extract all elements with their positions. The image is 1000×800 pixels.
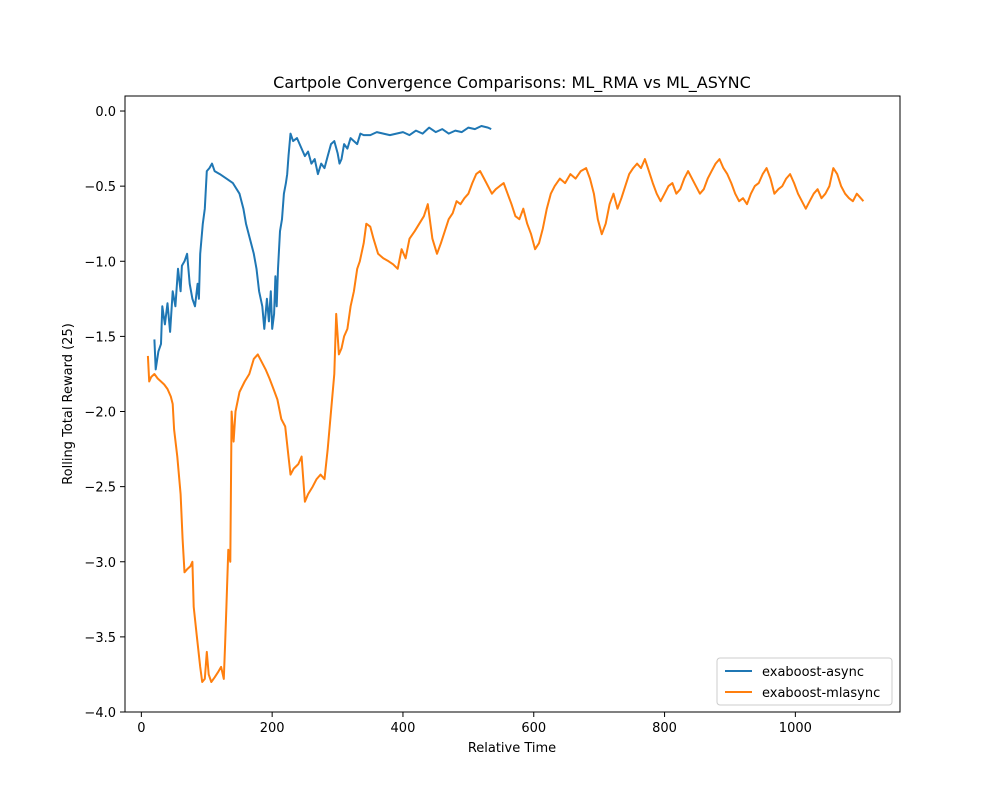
x-axis-label: Relative Time bbox=[468, 741, 556, 756]
y-tick-label: −2.5 bbox=[84, 481, 116, 496]
y-tick-label: −0.5 bbox=[84, 180, 116, 195]
legend-box bbox=[716, 657, 893, 706]
x-axis: 0 200 400 600 800 1000 bbox=[137, 712, 812, 736]
y-tick-label: −4.0 bbox=[84, 706, 116, 721]
legend: exaboost-async exaboost-mlasync bbox=[716, 657, 893, 706]
y-tick-label: −1.5 bbox=[84, 330, 116, 345]
x-tick-label: 200 bbox=[260, 721, 285, 736]
x-tick-label: 600 bbox=[521, 721, 546, 736]
legend-label-exaboost-mlasync: exaboost-mlasync bbox=[762, 686, 880, 701]
chart-title: Cartpole Convergence Comparisons: ML_RMA… bbox=[273, 73, 751, 93]
y-tick-label: −1.0 bbox=[84, 255, 116, 270]
series-line-exaboost-async bbox=[153, 125, 492, 371]
series-line-exaboost-mlasync bbox=[146, 158, 865, 683]
y-axis-label: Rolling Total Reward (25) bbox=[61, 323, 76, 485]
x-tick-label: 1000 bbox=[779, 721, 812, 736]
series-group bbox=[146, 125, 865, 683]
y-tick-label: 0.0 bbox=[95, 105, 116, 120]
x-tick-label: 800 bbox=[652, 721, 677, 736]
y-axis: 0.0 −0.5 −1.0 −1.5 −2.0 −2.5 −3.0 −3.5 −4.0 bbox=[84, 105, 125, 721]
legend-label-exaboost-async: exaboost-async bbox=[762, 665, 864, 680]
x-tick-label: 0 bbox=[137, 721, 145, 736]
y-tick-label: −3.0 bbox=[84, 556, 116, 571]
x-tick-label: 400 bbox=[391, 721, 416, 736]
y-tick-label: −3.5 bbox=[84, 631, 116, 646]
plot-frame bbox=[124, 95, 901, 713]
y-tick-label: −2.0 bbox=[84, 406, 116, 421]
